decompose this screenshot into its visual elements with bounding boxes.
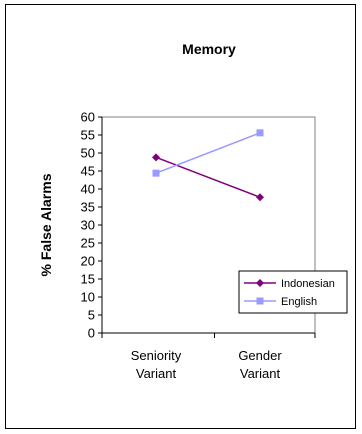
chart-title: Memory xyxy=(182,41,236,57)
data-point-english xyxy=(152,169,160,177)
y-tick-label: 40 xyxy=(81,182,95,197)
y-tick-label: 25 xyxy=(81,236,95,251)
x-category-label-line: Variant xyxy=(240,366,281,381)
y-tick-label: 15 xyxy=(81,272,95,287)
chart-frame xyxy=(5,4,356,429)
data-point-indonesian xyxy=(256,193,264,202)
y-tick-label: 5 xyxy=(88,308,95,323)
y-axis-label: % False Alarms xyxy=(38,173,54,276)
y-tick-label: 50 xyxy=(81,146,95,161)
y-tick-label: 0 xyxy=(88,326,95,341)
legend-box xyxy=(238,270,348,314)
data-point-english xyxy=(256,129,264,137)
y-tick-label: 10 xyxy=(81,290,95,305)
series-line-english xyxy=(155,132,261,174)
x-category-label-line: Gender xyxy=(238,348,282,363)
data-point-indonesian xyxy=(152,153,160,162)
x-category-label-line: Variant xyxy=(136,366,177,381)
axes: 0 5 10 15 20 25 30 35 40 45 50 55 60 Seniority Variant… xyxy=(81,110,316,381)
y-tick-label: 60 xyxy=(81,110,95,125)
legend-label: Indonesian xyxy=(281,278,335,290)
y-tick-label: 45 xyxy=(81,164,95,179)
series-line-indonesian xyxy=(155,156,261,198)
x-category-label: Gender Variant xyxy=(238,348,282,381)
x-category-label-line: Seniority xyxy=(131,348,182,363)
legend-marker xyxy=(256,279,264,287)
y-tick-label: 55 xyxy=(81,128,95,143)
series-layer xyxy=(152,129,264,202)
y-tick-label: 20 xyxy=(81,254,95,269)
legend: Indonesian English xyxy=(238,270,348,314)
legend-marker xyxy=(256,297,264,305)
x-category-label: Seniority Variant xyxy=(131,348,182,381)
legend-label: English xyxy=(281,296,317,308)
y-tick-label: 30 xyxy=(81,218,95,233)
y-tick-label: 35 xyxy=(81,200,95,215)
